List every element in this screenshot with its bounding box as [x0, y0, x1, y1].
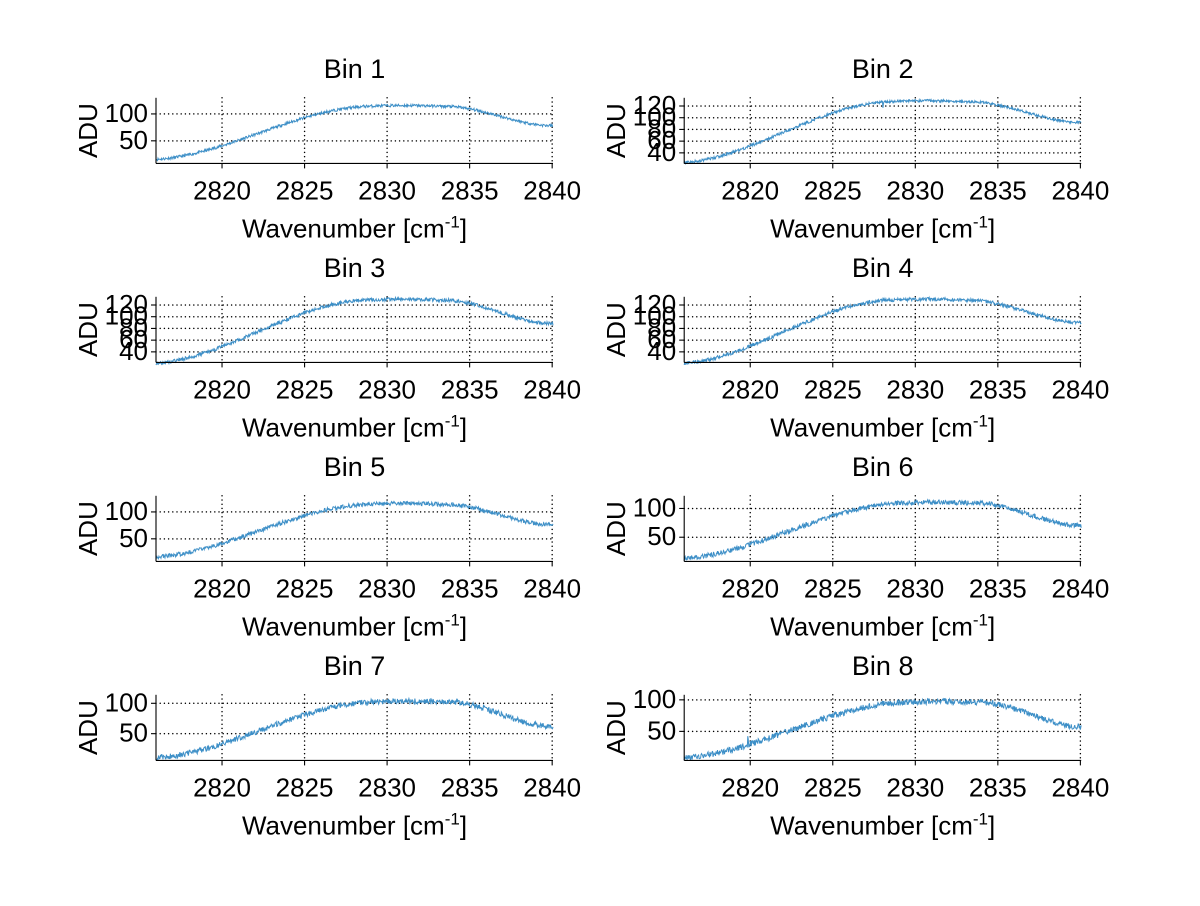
svg-text:50: 50 [119, 718, 148, 748]
svg-text:2820: 2820 [193, 772, 251, 802]
svg-text:2820: 2820 [721, 374, 779, 404]
svg-text:Bin 8: Bin 8 [852, 651, 914, 681]
svg-text:Bin 6: Bin 6 [852, 452, 914, 482]
svg-text:2840: 2840 [1051, 573, 1109, 603]
svg-text:2830: 2830 [886, 772, 944, 802]
svg-text:2840: 2840 [1051, 175, 1109, 205]
svg-text:2825: 2825 [804, 573, 862, 603]
svg-text:Bin 3: Bin 3 [324, 253, 386, 283]
svg-text:2835: 2835 [969, 573, 1027, 603]
svg-text:2830: 2830 [886, 573, 944, 603]
svg-text:Bin 1: Bin 1 [324, 54, 386, 84]
svg-text:Wavenumber [cm-1]: Wavenumber [cm-1] [770, 411, 995, 442]
svg-text:100: 100 [105, 496, 148, 526]
svg-text:120: 120 [633, 90, 676, 120]
svg-text:2835: 2835 [441, 772, 499, 802]
svg-text:2835: 2835 [441, 374, 499, 404]
svg-text:2820: 2820 [193, 175, 251, 205]
svg-text:120: 120 [105, 289, 148, 319]
svg-text:2830: 2830 [358, 573, 416, 603]
svg-text:ADU: ADU [601, 302, 631, 357]
svg-text:Wavenumber [cm-1]: Wavenumber [cm-1] [242, 809, 467, 840]
svg-text:Wavenumber [cm-1]: Wavenumber [cm-1] [242, 411, 467, 442]
svg-text:Bin 2: Bin 2 [852, 54, 914, 84]
svg-text:2820: 2820 [721, 175, 779, 205]
svg-text:Wavenumber [cm-1]: Wavenumber [cm-1] [242, 212, 467, 243]
svg-text:2840: 2840 [523, 374, 581, 404]
svg-text:2840: 2840 [1051, 772, 1109, 802]
svg-text:2825: 2825 [276, 374, 334, 404]
svg-text:Bin 5: Bin 5 [324, 452, 386, 482]
svg-text:2825: 2825 [276, 175, 334, 205]
svg-text:2835: 2835 [441, 175, 499, 205]
svg-text:2825: 2825 [804, 374, 862, 404]
svg-text:2840: 2840 [523, 175, 581, 205]
svg-text:100: 100 [105, 687, 148, 717]
svg-text:2835: 2835 [441, 573, 499, 603]
svg-text:2830: 2830 [886, 374, 944, 404]
svg-text:2840: 2840 [523, 772, 581, 802]
svg-text:ADU: ADU [601, 501, 631, 556]
svg-text:Bin 4: Bin 4 [852, 253, 914, 283]
svg-text:Wavenumber [cm-1]: Wavenumber [cm-1] [770, 809, 995, 840]
svg-text:2825: 2825 [276, 573, 334, 603]
svg-text:2840: 2840 [1051, 374, 1109, 404]
svg-text:100: 100 [105, 98, 148, 128]
svg-text:2835: 2835 [969, 772, 1027, 802]
svg-text:50: 50 [647, 715, 676, 745]
svg-text:Wavenumber [cm-1]: Wavenumber [cm-1] [770, 610, 995, 641]
svg-text:50: 50 [647, 521, 676, 551]
svg-text:ADU: ADU [73, 501, 103, 556]
svg-text:2830: 2830 [358, 374, 416, 404]
svg-text:100: 100 [633, 684, 676, 714]
svg-text:2820: 2820 [721, 772, 779, 802]
svg-text:50: 50 [119, 523, 148, 553]
svg-text:2825: 2825 [276, 772, 334, 802]
svg-text:2830: 2830 [886, 175, 944, 205]
svg-text:120: 120 [633, 289, 676, 319]
svg-text:2820: 2820 [193, 573, 251, 603]
svg-text:2820: 2820 [721, 573, 779, 603]
svg-text:ADU: ADU [73, 302, 103, 357]
svg-text:ADU: ADU [73, 103, 103, 158]
svg-text:2835: 2835 [969, 374, 1027, 404]
svg-text:Bin 7: Bin 7 [324, 651, 386, 681]
svg-text:2830: 2830 [358, 772, 416, 802]
svg-text:2830: 2830 [358, 175, 416, 205]
svg-text:ADU: ADU [601, 700, 631, 755]
svg-text:2825: 2825 [804, 175, 862, 205]
svg-text:50: 50 [119, 125, 148, 155]
svg-text:2825: 2825 [804, 772, 862, 802]
svg-text:ADU: ADU [73, 700, 103, 755]
svg-text:2835: 2835 [969, 175, 1027, 205]
svg-text:2840: 2840 [523, 573, 581, 603]
svg-text:100: 100 [633, 492, 676, 522]
svg-text:Wavenumber [cm-1]: Wavenumber [cm-1] [770, 212, 995, 243]
svg-text:Wavenumber [cm-1]: Wavenumber [cm-1] [242, 610, 467, 641]
svg-text:ADU: ADU [601, 103, 631, 158]
svg-text:2820: 2820 [193, 374, 251, 404]
